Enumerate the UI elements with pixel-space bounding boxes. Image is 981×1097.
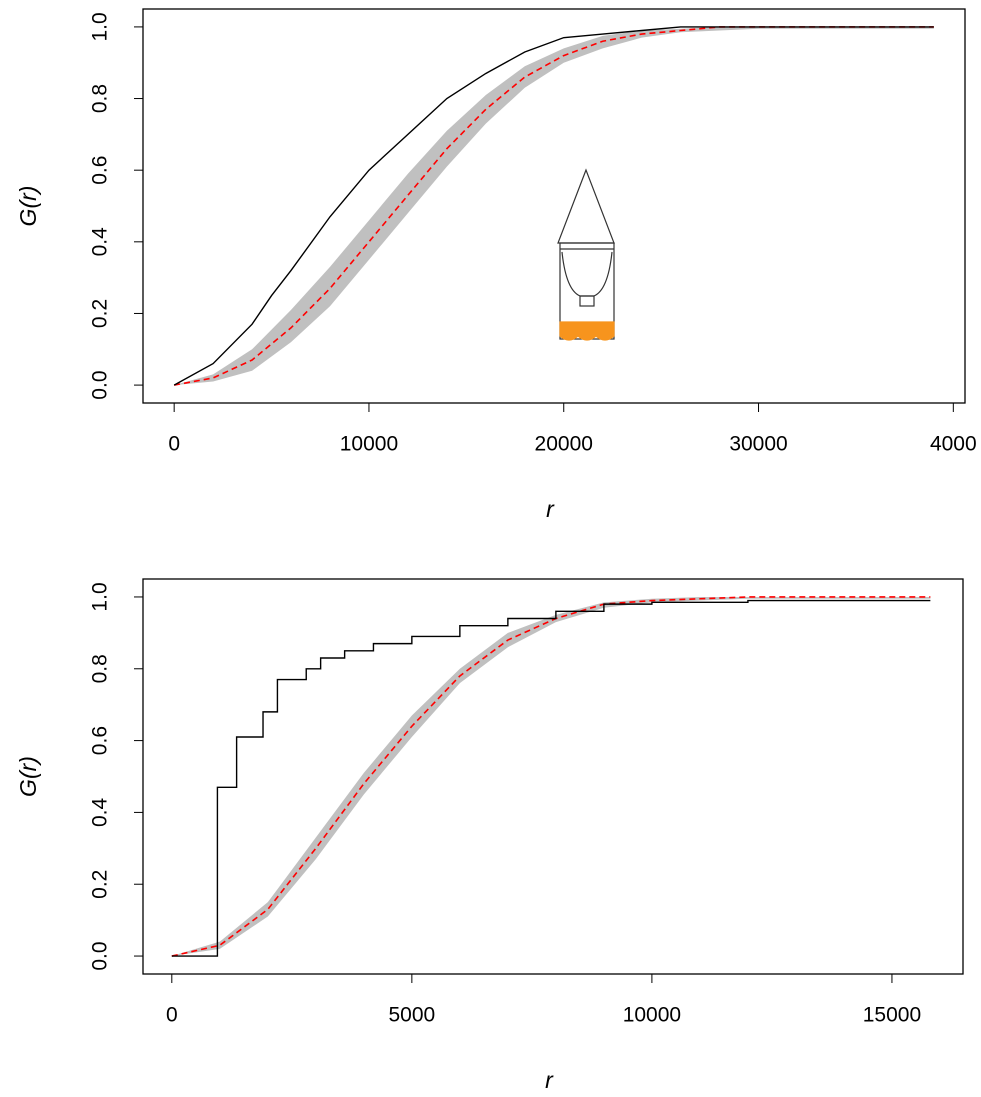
observed-line — [171, 599, 931, 957]
x-axis-title: r — [545, 1067, 554, 1093]
y-tick-label: 0.4 — [89, 227, 112, 257]
y-tick-label: 0.8 — [89, 84, 112, 113]
x-tick-label: 10000 — [340, 433, 398, 456]
y-tick-label: 0.2 — [89, 870, 112, 899]
y-axis-title: G(r) — [15, 186, 41, 227]
x-tick-label: 15000 — [863, 1004, 921, 1027]
y-tick-label: 0.0 — [89, 370, 112, 399]
x-tick-label: 20000 — [535, 433, 593, 456]
x-tick-label: 4000 — [930, 433, 977, 456]
theoretical-line — [171, 596, 931, 957]
y-tick-label: 0.8 — [89, 654, 112, 683]
y-tick-label: 1.0 — [89, 12, 112, 41]
y-axis-title: G(r) — [15, 756, 41, 797]
x-tick-label: 30000 — [729, 433, 787, 456]
trap-icon — [557, 168, 615, 341]
y-tick-label: 0.6 — [89, 156, 112, 185]
y-tick-label: 0.0 — [89, 941, 112, 970]
x-tick-label: 0 — [166, 1004, 178, 1027]
x-tick-label: 0 — [168, 433, 180, 456]
observed-line — [173, 26, 934, 386]
y-tick-label: 0.2 — [89, 299, 112, 328]
envelope-band — [174, 26, 934, 386]
theoretical-line — [174, 26, 934, 386]
x-axis-title: r — [546, 496, 555, 522]
y-tick-label: 0.6 — [89, 726, 112, 755]
envelope-band — [171, 596, 931, 957]
x-tick-label: 10000 — [623, 1004, 681, 1027]
y-tick-label: 0.4 — [89, 797, 112, 827]
y-tick-label: 1.0 — [89, 582, 112, 611]
x-tick-label: 5000 — [388, 1004, 435, 1027]
